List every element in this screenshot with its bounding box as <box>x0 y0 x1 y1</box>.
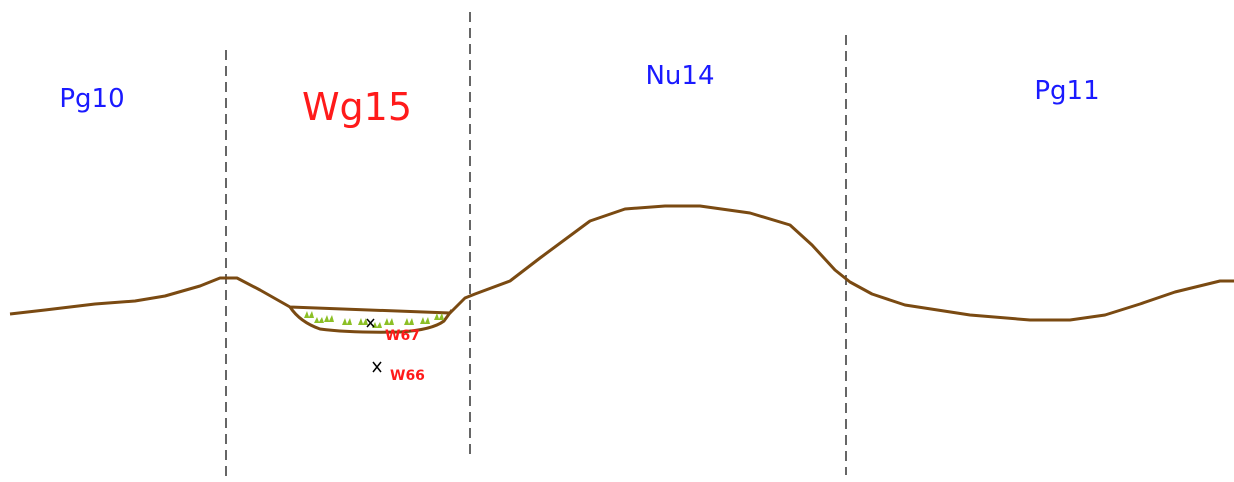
zone-label: Wg15 <box>302 85 412 129</box>
well-marker <box>373 362 381 372</box>
zone-label: Pg11 <box>1034 76 1099 106</box>
ground-profile <box>10 206 1234 320</box>
zone-label: Pg10 <box>59 84 124 114</box>
well-label: W67 <box>385 328 420 344</box>
zone-label: Nu14 <box>645 61 714 91</box>
well-label: W66 <box>390 368 425 384</box>
well-marker <box>367 319 374 327</box>
cross-section: Pg10 Wg15 Nu14 Pg11 W67 W66 <box>0 0 1234 482</box>
